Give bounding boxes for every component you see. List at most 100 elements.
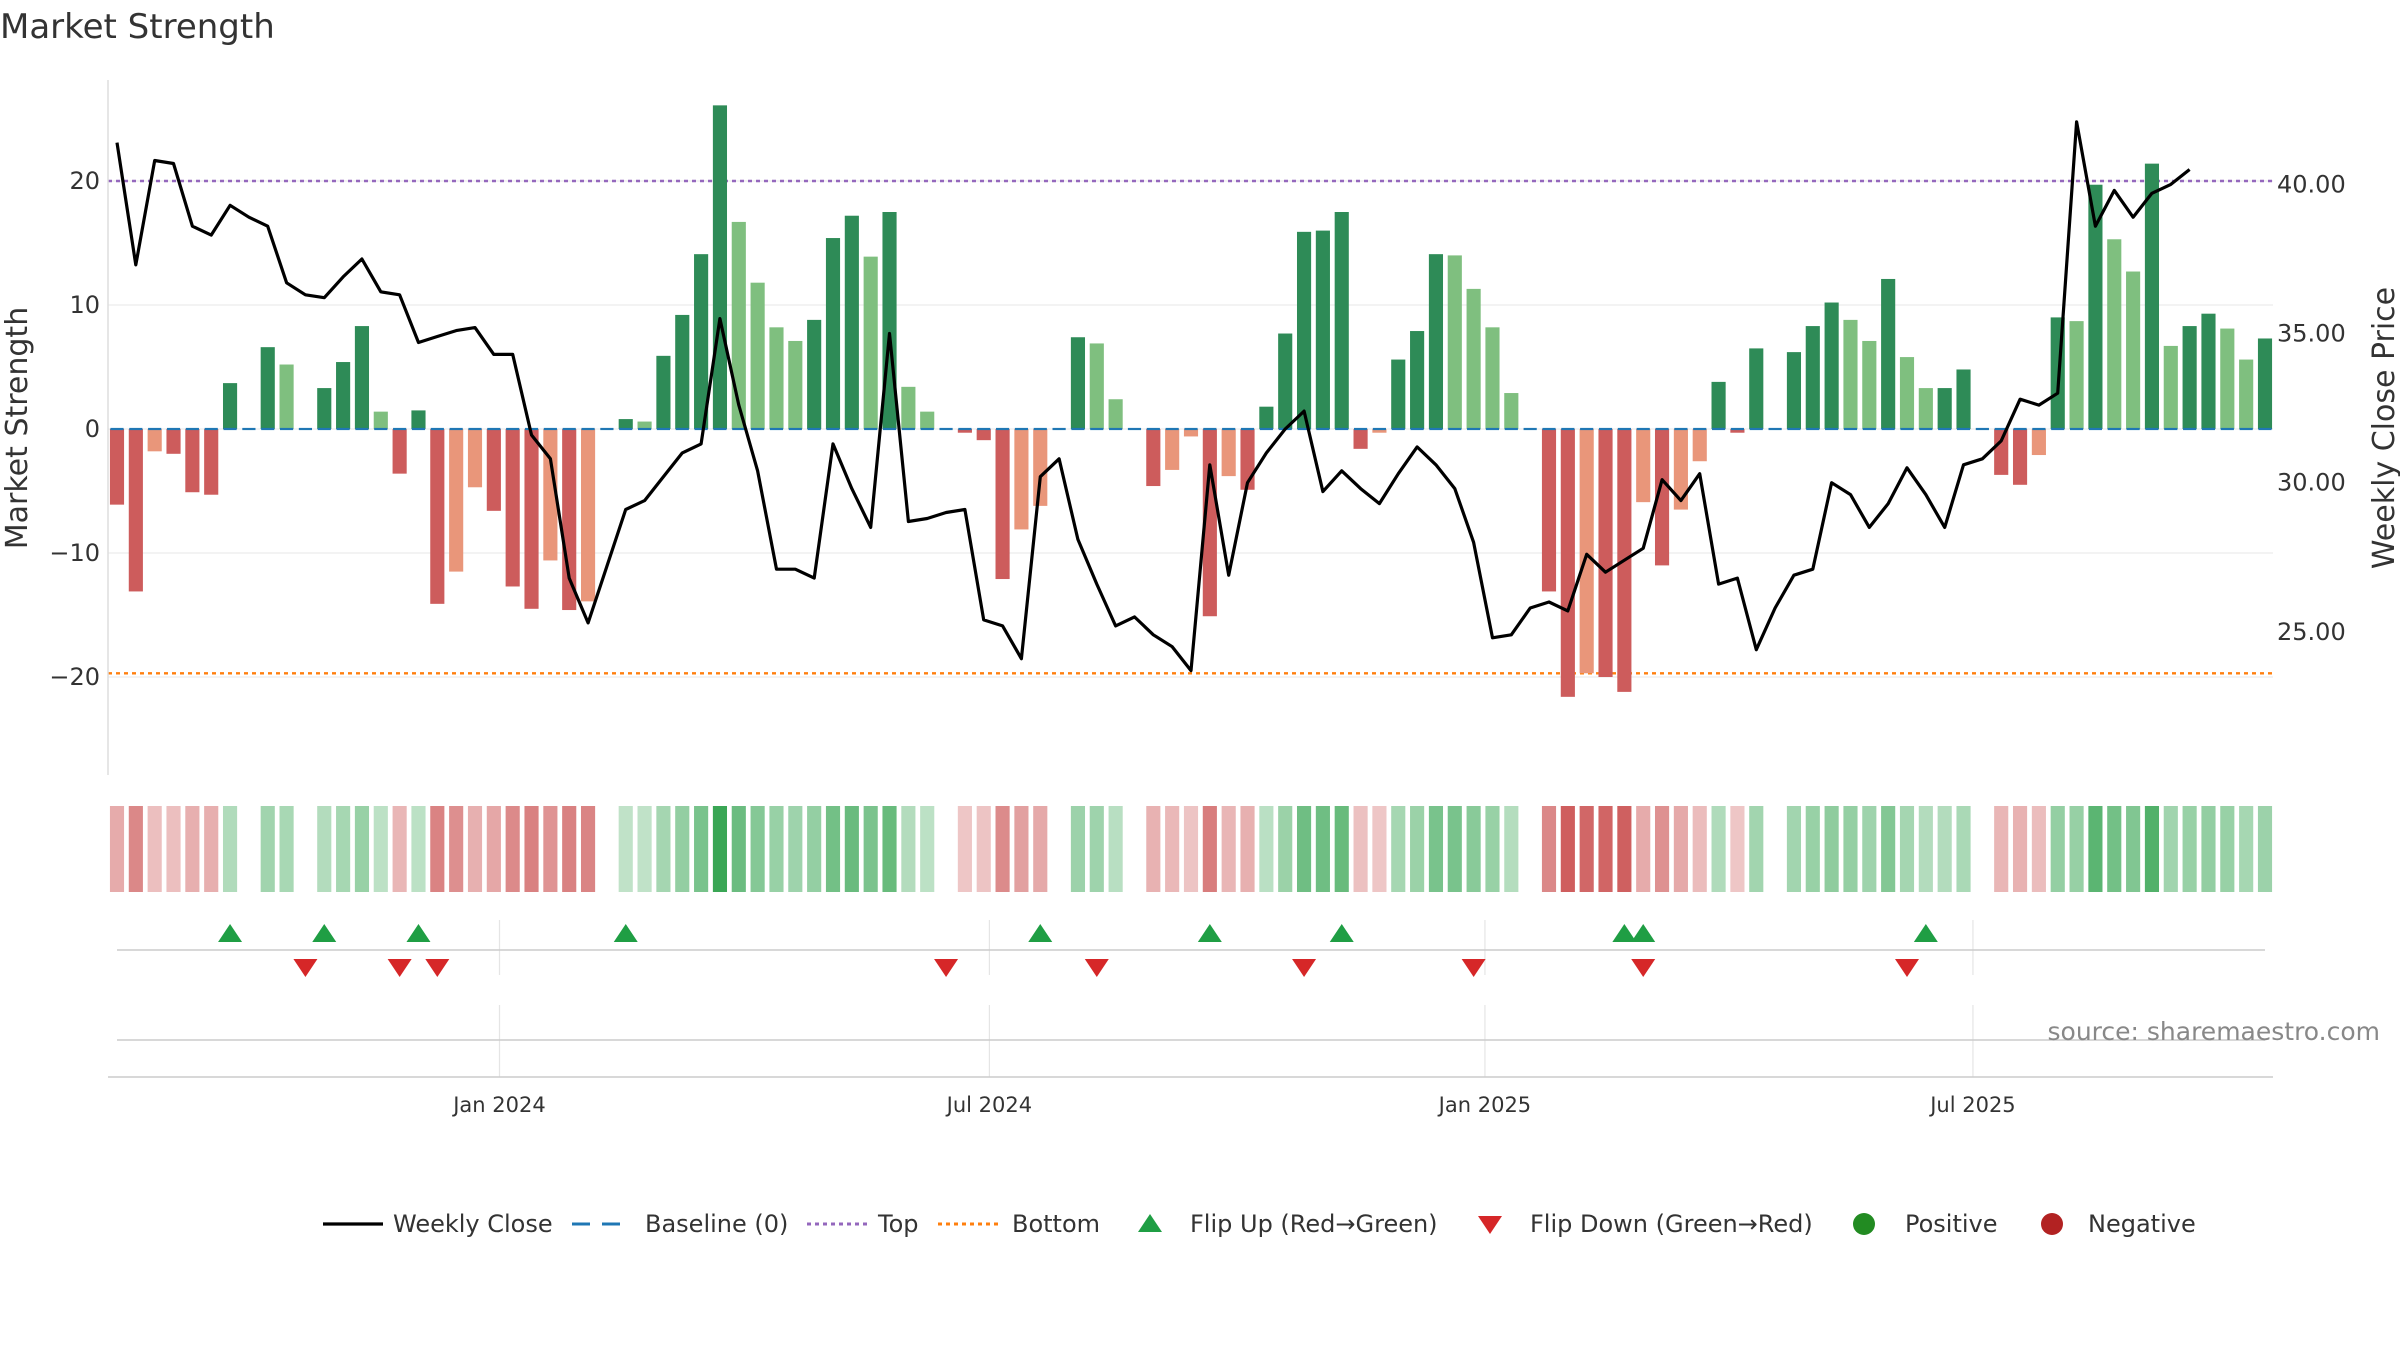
positive-bar <box>1711 381 1726 429</box>
strip-cell <box>1202 806 1217 892</box>
strip-cell <box>543 806 558 892</box>
strip-cell <box>2050 806 2065 892</box>
positive-bar <box>675 314 690 429</box>
strip-cell <box>411 806 426 892</box>
positive-bar <box>1899 357 1915 429</box>
positive-bar <box>222 383 238 429</box>
strip-cell <box>731 806 746 892</box>
strip-cell <box>1956 806 1971 892</box>
strip-cell <box>128 806 143 892</box>
positive-bar <box>694 254 709 429</box>
positive-bar <box>1334 212 1349 429</box>
strip-cell <box>2107 806 2122 892</box>
legend-positive-swatch <box>1853 1213 1875 1235</box>
negative-bar <box>976 429 991 441</box>
positive-bar <box>1428 254 1444 429</box>
strip-cell <box>1315 806 1330 892</box>
flip-down-marker <box>293 959 318 977</box>
strip-cell <box>1617 806 1632 892</box>
negative-bar <box>1146 429 1161 487</box>
positive-bar <box>1485 327 1500 429</box>
positive-bar <box>1749 348 1764 429</box>
strip-cell <box>825 806 841 892</box>
strip-cell <box>2201 806 2216 892</box>
flip-down-marker <box>934 959 959 977</box>
strip-cell <box>882 806 897 892</box>
strip-cell <box>694 806 709 892</box>
negative-bar <box>505 429 520 587</box>
positive-bar <box>411 410 426 429</box>
strip-cell <box>1259 806 1274 892</box>
negative-bar <box>1541 429 1557 592</box>
flip-up-marker <box>1913 924 1938 942</box>
strip-cell <box>1598 806 1613 892</box>
legend-label: Negative <box>2088 1210 2196 1238</box>
flip-down-marker <box>1461 959 1486 977</box>
negative-bar <box>166 429 181 454</box>
strip-cell <box>976 806 991 892</box>
strip-cell <box>1673 806 1688 892</box>
strip-cell <box>1485 806 1500 892</box>
strip-cell <box>2257 806 2273 892</box>
strip-cell <box>1183 806 1199 892</box>
negative-bar <box>449 429 464 572</box>
strip-cell <box>185 806 200 892</box>
strip-cell <box>1899 806 1915 892</box>
legend-label: Positive <box>1905 1210 1998 1238</box>
positive-bar <box>807 319 822 429</box>
strip-cell <box>1730 806 1745 892</box>
negative-bar <box>185 429 200 493</box>
negative-bar <box>467 429 483 488</box>
positive-bar <box>1108 399 1123 429</box>
positive-bar <box>1070 337 1086 429</box>
positive-bar <box>1824 302 1839 429</box>
negative-bar <box>1221 429 1236 477</box>
date-tick-label: Jan 2025 <box>1437 1093 1532 1117</box>
negative-bar <box>1165 429 1180 470</box>
negative-bar <box>486 429 501 511</box>
negative-bar <box>109 429 125 505</box>
flip-up-marker <box>1197 924 1222 942</box>
negative-bar <box>1202 429 1217 617</box>
legend-flip-up-swatch <box>1138 1214 1162 1232</box>
strip-cell <box>675 806 690 892</box>
strip-cell <box>863 806 878 892</box>
positive-bar <box>2201 313 2216 429</box>
date-tick-label: Jul 2024 <box>945 1093 1032 1117</box>
strip-cell <box>1560 806 1575 892</box>
strip-cell <box>1805 806 1820 892</box>
positive-bar <box>2088 184 2103 429</box>
negative-bar <box>147 429 162 452</box>
strip-cell <box>580 806 596 892</box>
positive-bar <box>336 362 351 429</box>
strip-cell <box>354 806 370 892</box>
left-ticks: 20 10 0 −10 −20 <box>49 167 100 691</box>
positive-bar <box>825 238 841 429</box>
strip-cell <box>807 806 822 892</box>
positive-bar <box>1956 369 1971 429</box>
positive-bar <box>1805 326 1820 429</box>
strength-heat-strip <box>109 806 2273 892</box>
strip-cell <box>1692 806 1707 892</box>
strip-cell <box>430 806 445 892</box>
legend-label: Flip Up (Red→Green) <box>1190 1210 1438 1238</box>
legend-label: Top <box>877 1210 919 1238</box>
positive-bar <box>1881 278 1896 429</box>
positive-bar <box>2257 338 2273 429</box>
strip-cell <box>1033 806 1048 892</box>
strip-cell <box>1089 806 1104 892</box>
strip-cell <box>373 806 388 892</box>
positive-bar <box>2239 359 2254 429</box>
strip-cell <box>957 806 972 892</box>
strip-cell <box>1410 806 1425 892</box>
gridlines <box>108 180 2273 1077</box>
flip-up-marker <box>1329 924 1354 942</box>
negative-bar <box>1654 429 1670 566</box>
strip-cell <box>1391 806 1406 892</box>
positive-bar <box>1315 230 1330 429</box>
strip-cell <box>467 806 483 892</box>
strip-cell <box>1937 806 1952 892</box>
positive-bar <box>2163 345 2178 429</box>
strip-cell <box>712 806 728 892</box>
